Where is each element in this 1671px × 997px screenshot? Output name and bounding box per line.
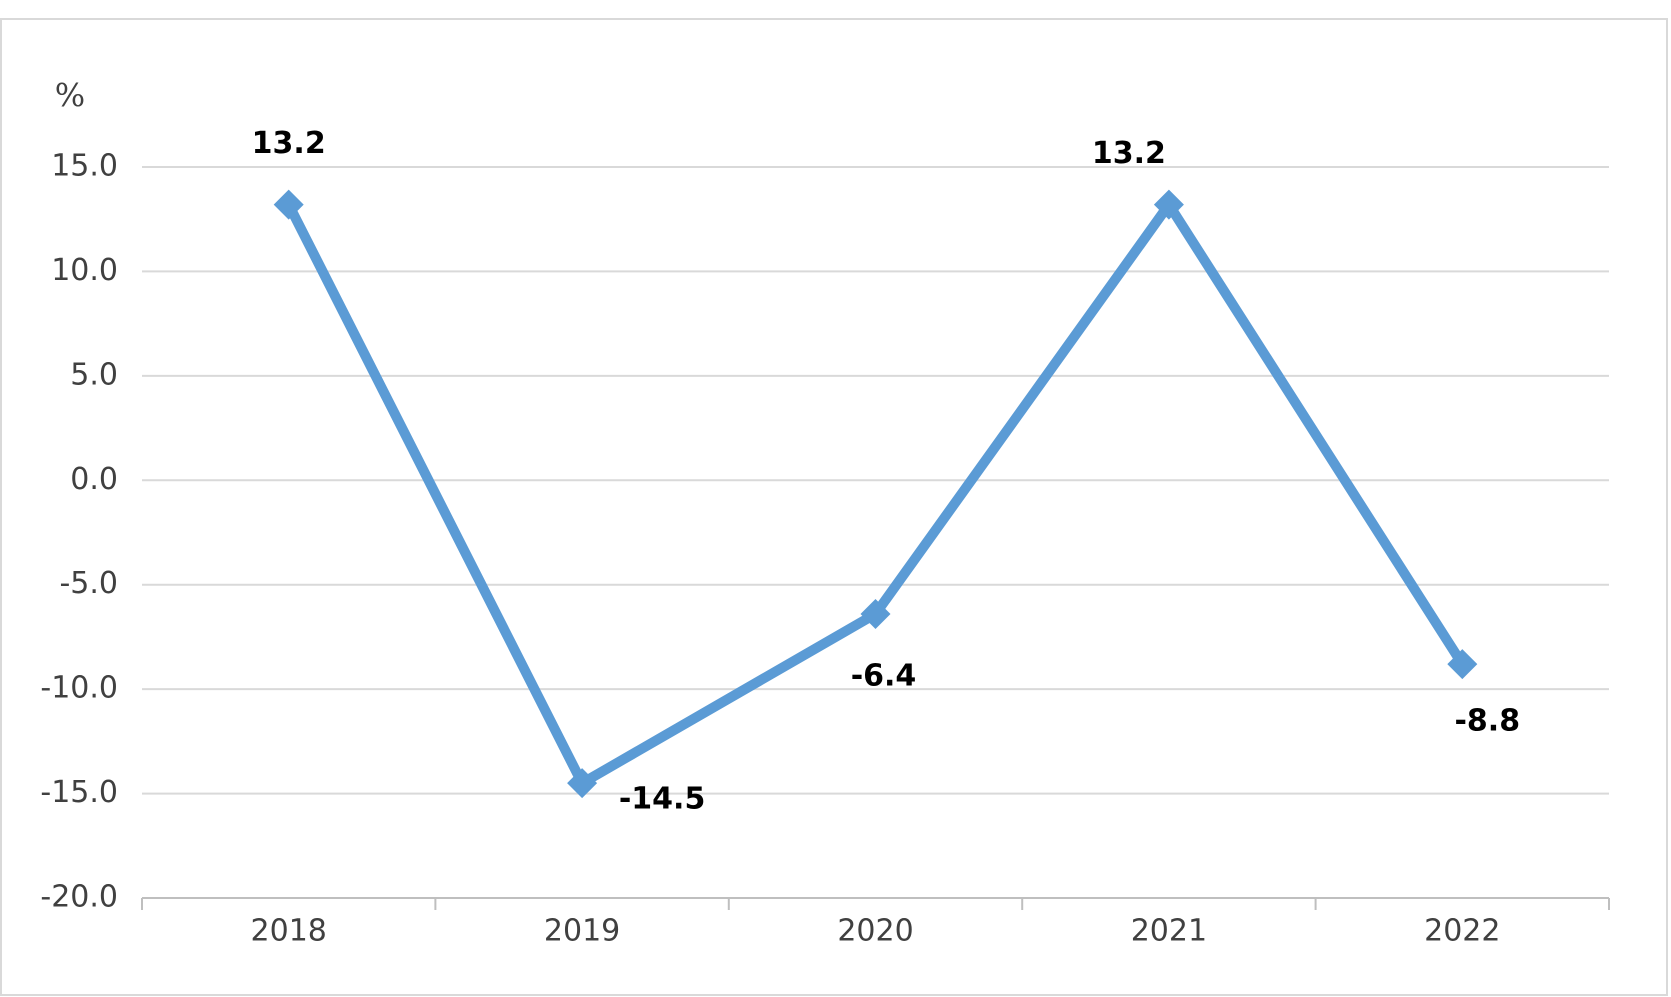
y-tick-label: -15.0 — [40, 775, 118, 810]
marker — [273, 189, 304, 220]
marker — [1153, 189, 1184, 220]
chart-frame — [0, 18, 1668, 996]
y-tick-label: -10.0 — [40, 671, 118, 706]
y-tick-label: 15.0 — [51, 149, 118, 184]
marker — [1447, 649, 1478, 680]
x-tick-label: 2018 — [251, 914, 327, 949]
y-tick-label: 0.0 — [70, 462, 118, 497]
data-label: 13.2 — [1092, 136, 1166, 171]
marker — [860, 598, 891, 629]
data-label: -14.5 — [619, 782, 705, 817]
data-label: 13.2 — [252, 126, 326, 161]
y-tick-label: 5.0 — [70, 357, 118, 392]
x-tick-label: 2020 — [837, 914, 913, 949]
marker — [567, 768, 598, 799]
x-tick-label: 2019 — [544, 914, 620, 949]
data-label: -6.4 — [851, 658, 917, 693]
data-label: -8.8 — [1454, 704, 1520, 739]
y-tick-label: -5.0 — [59, 566, 118, 601]
x-tick-label: 2021 — [1131, 914, 1207, 949]
y-axis-unit: % — [55, 77, 85, 115]
y-tick-label: 10.0 — [51, 253, 118, 288]
y-tick-label: -20.0 — [40, 880, 118, 915]
x-tick-label: 2022 — [1424, 914, 1500, 949]
